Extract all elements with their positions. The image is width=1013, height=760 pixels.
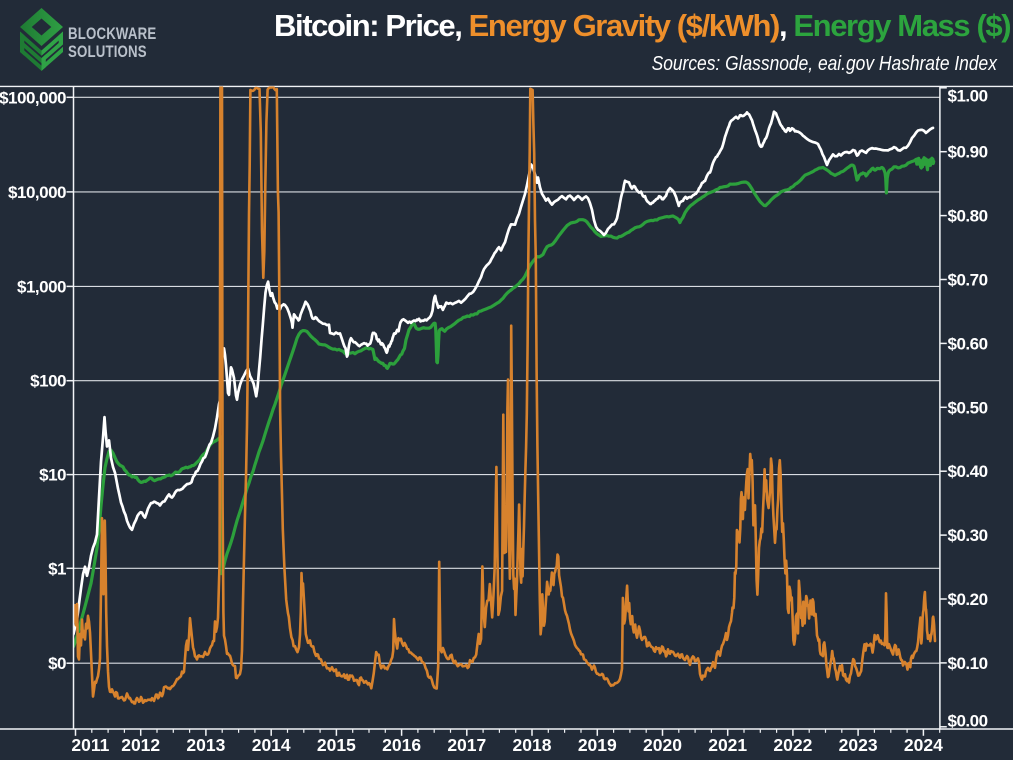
svg-text:$1: $1 bbox=[48, 559, 66, 578]
svg-text:2021: 2021 bbox=[708, 735, 747, 755]
svg-text:2018: 2018 bbox=[513, 735, 552, 755]
svg-text:2024: 2024 bbox=[904, 735, 943, 755]
svg-text:2013: 2013 bbox=[186, 735, 225, 755]
svg-text:$0.40: $0.40 bbox=[948, 462, 988, 481]
svg-text:$0.70: $0.70 bbox=[948, 271, 988, 290]
svg-text:$10,000: $10,000 bbox=[8, 183, 66, 202]
svg-text:2023: 2023 bbox=[839, 735, 878, 755]
svg-text:2014: 2014 bbox=[252, 735, 291, 755]
svg-text:$0: $0 bbox=[48, 654, 66, 673]
svg-text:2012: 2012 bbox=[121, 735, 160, 755]
svg-text:2015: 2015 bbox=[317, 735, 356, 755]
svg-text:$0.00: $0.00 bbox=[948, 711, 988, 730]
svg-text:$0.10: $0.10 bbox=[948, 654, 988, 673]
svg-text:$1,000: $1,000 bbox=[17, 277, 66, 296]
svg-text:$0.20: $0.20 bbox=[948, 590, 988, 609]
svg-text:2020: 2020 bbox=[643, 735, 682, 755]
svg-text:$1.00: $1.00 bbox=[948, 87, 988, 106]
svg-text:$0.30: $0.30 bbox=[948, 526, 988, 545]
svg-text:2017: 2017 bbox=[447, 735, 486, 755]
svg-text:2016: 2016 bbox=[382, 735, 421, 755]
svg-text:2022: 2022 bbox=[773, 735, 812, 755]
svg-text:$0.90: $0.90 bbox=[948, 143, 988, 162]
svg-text:$0.80: $0.80 bbox=[948, 207, 988, 226]
svg-text:$0.60: $0.60 bbox=[948, 334, 988, 353]
svg-text:$100,000: $100,000 bbox=[0, 88, 66, 107]
svg-text:$10: $10 bbox=[39, 466, 66, 485]
svg-text:$100: $100 bbox=[30, 372, 66, 391]
svg-text:2019: 2019 bbox=[578, 735, 617, 755]
svg-text:$0.50: $0.50 bbox=[948, 398, 988, 417]
svg-text:2011: 2011 bbox=[71, 735, 109, 755]
